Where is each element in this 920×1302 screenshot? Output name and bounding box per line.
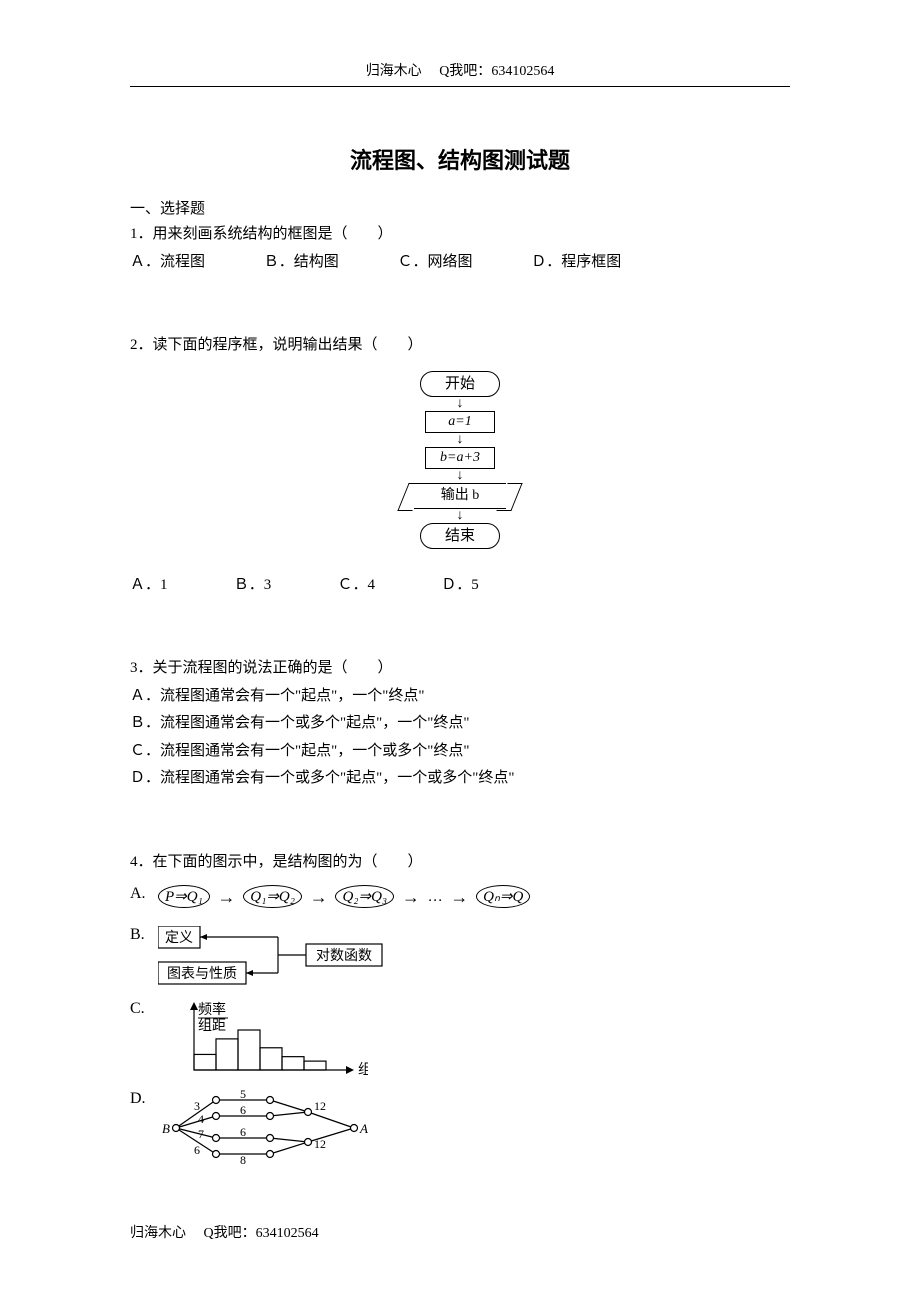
q4-opt-a-row: A. P⇒Q₁ → Q₁⇒Q₂ → Q₂⇒Q₃ → … → Qₙ⇒Q	[130, 885, 790, 908]
page-footer: 归海木心 Q我吧：634102564	[130, 1222, 319, 1242]
page-title: 流程图、结构图测试题	[130, 143, 790, 175]
svg-text:频率: 频率	[198, 1001, 226, 1018]
arrow-icon: →	[402, 887, 420, 907]
q2-opt-a: Ａ．1	[130, 573, 230, 599]
q4-opt-b-row: B. 定义 图表与性质 对数函数	[130, 926, 790, 986]
fc-end: 结束	[420, 523, 500, 549]
svg-text:6: 6	[240, 1103, 246, 1117]
q1-text: 1．用来刻画系统结构的框图是（ ）	[130, 222, 790, 248]
q4-opt-c-row: C. 频率组距组距	[130, 1000, 790, 1080]
q4-opt-b-label: B.	[130, 926, 158, 944]
svg-text:对数函数: 对数函数	[316, 948, 372, 964]
q1-opt-b: Ｂ．结构图	[264, 250, 394, 276]
svg-text:A: A	[359, 1121, 368, 1136]
svg-text:8: 8	[240, 1153, 246, 1166]
chain-node: P⇒Q₁	[158, 885, 210, 908]
svg-text:组距: 组距	[358, 1062, 368, 1078]
svg-text:7: 7	[198, 1127, 204, 1141]
header-contact: 634102564	[491, 64, 554, 79]
chain-node: Q₂⇒Q₃	[335, 885, 394, 908]
q2-opt-c: Ｃ．4	[338, 573, 438, 599]
q3-opt-a: Ａ．流程图通常会有一个"起点"，一个"终点"	[130, 684, 790, 710]
q2-opt-d: Ｄ．5	[441, 573, 541, 599]
q4-opt-a-diagram: P⇒Q₁ → Q₁⇒Q₂ → Q₂⇒Q₃ → … → Qₙ⇒Q	[158, 885, 790, 908]
q1-options: Ａ．流程图 Ｂ．结构图 Ｃ．网络图 Ｄ．程序框图	[130, 250, 790, 276]
fc-arrow: ↓	[414, 469, 506, 483]
svg-text:6: 6	[240, 1125, 246, 1139]
svg-text:定义: 定义	[165, 930, 193, 946]
chain-node: Q₁⇒Q₂	[243, 885, 302, 908]
q1-opt-a: Ａ．流程图	[130, 250, 260, 276]
arrow-icon: →	[218, 887, 236, 907]
svg-text:6: 6	[194, 1143, 200, 1157]
q2-text: 2．读下面的程序框，说明输出结果（ ）	[130, 333, 790, 359]
q4-opt-d-label: D.	[130, 1090, 158, 1108]
footer-contact-label: Q我吧：	[204, 1226, 256, 1241]
footer-author: 归海木心	[130, 1226, 186, 1241]
header-author: 归海木心	[366, 64, 422, 79]
q4-text: 4．在下面的图示中，是结构图的为（ ）	[130, 850, 790, 876]
q1-opt-c: Ｃ．网络图	[398, 250, 528, 276]
fc-arrow: ↓	[414, 433, 506, 447]
q2-options: Ａ．1 Ｂ．3 Ｃ．4 Ｄ．5	[130, 573, 790, 599]
fc-output: 输出 b	[414, 483, 506, 509]
chain-node: Qₙ⇒Q	[476, 885, 530, 908]
page-header: 归海木心 Q我吧：634102564	[130, 60, 790, 87]
svg-text:组距: 组距	[198, 1018, 226, 1034]
svg-text:B: B	[162, 1121, 170, 1136]
svg-text:图表与性质: 图表与性质	[167, 966, 237, 982]
fc-arrow: ↓	[414, 509, 506, 523]
q3-text: 3．关于流程图的说法正确的是（ ）	[130, 656, 790, 682]
q3-opt-d: Ｄ．流程图通常会有一个或多个"起点"，一个或多个"终点"	[130, 766, 790, 792]
fc-arrow: ↓	[414, 397, 506, 411]
q1-opt-d: Ｄ．程序框图	[531, 250, 661, 276]
q3-opt-b: Ｂ．流程图通常会有一个或多个"起点"，一个"终点"	[130, 711, 790, 737]
q4-opt-c-chart: 频率组距组距	[158, 1000, 790, 1080]
section-heading: 一、选择题	[130, 197, 790, 218]
fc-start: 开始	[420, 371, 500, 397]
svg-text:12: 12	[314, 1099, 326, 1113]
svg-text:12: 12	[314, 1137, 326, 1151]
footer-contact: 634102564	[256, 1226, 319, 1241]
chain-dots: …	[428, 889, 443, 905]
q4-opt-d-row: D.	[130, 1090, 790, 1166]
arrow-icon: →	[310, 887, 328, 907]
fc-step2: b=a+3	[425, 447, 495, 469]
arrow-icon: →	[450, 887, 468, 907]
fc-step1: a=1	[425, 411, 495, 433]
q4-opt-a-label: A.	[130, 885, 158, 903]
q2-flowchart: 开始 ↓ a=1 ↓ b=a+3 ↓ 输出 b ↓ 结束	[130, 371, 790, 549]
svg-text:5: 5	[240, 1090, 246, 1101]
q4-opt-c-label: C.	[130, 1000, 158, 1018]
header-contact-label: Q我吧：	[439, 64, 491, 79]
q4-opt-b-diagram: 定义 图表与性质 对数函数	[158, 926, 790, 986]
svg-text:3: 3	[194, 1099, 200, 1113]
svg-text:4: 4	[198, 1112, 204, 1126]
q3-opt-c: Ｃ．流程图通常会有一个"起点"，一个或多个"终点"	[130, 739, 790, 765]
q2-opt-b: Ｂ．3	[234, 573, 334, 599]
q4-opt-d-graph: B A 3 4 7 6 5 6 6 8 12 12	[158, 1090, 790, 1166]
